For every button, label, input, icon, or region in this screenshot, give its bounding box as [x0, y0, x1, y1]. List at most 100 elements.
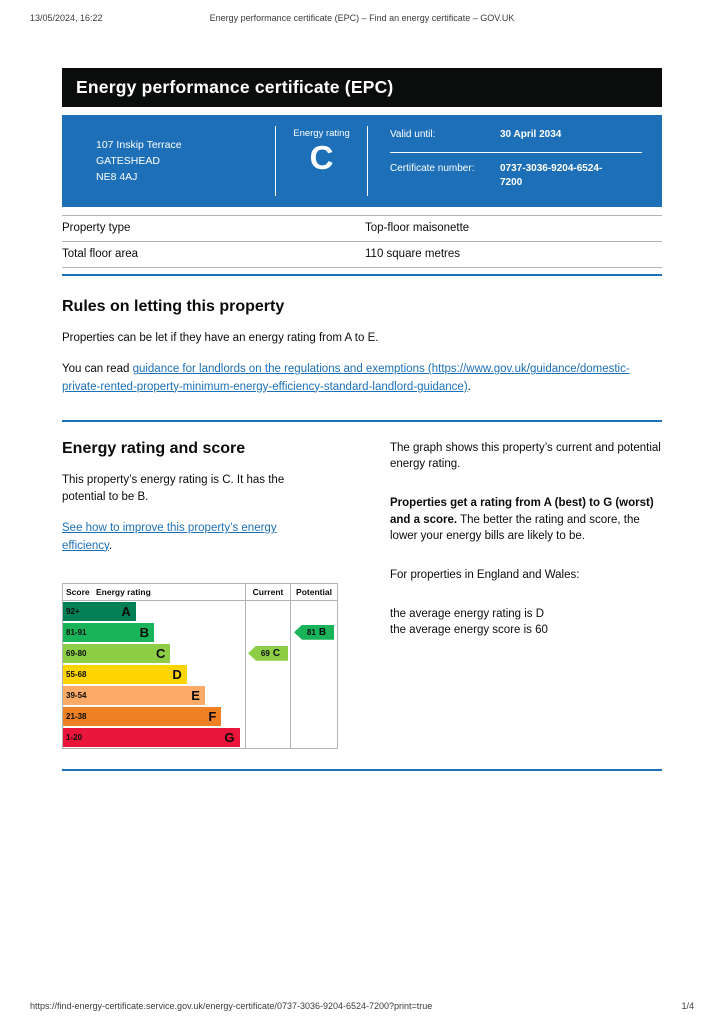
chart-potential-header: Potential	[290, 583, 337, 600]
epc-band-letter: E	[191, 687, 200, 703]
epc-band-row-C: 69-80 C 69 C	[63, 642, 337, 664]
certificate-number-value: 0737-3036-9204-6524-7200	[500, 162, 603, 189]
floor-area-label: Total floor area	[62, 248, 139, 260]
epc-band-letter: B	[139, 624, 149, 640]
epc-marker-cell	[290, 663, 337, 685]
epc-band-letter: D	[172, 666, 182, 682]
average-values: the average energy rating is D the avera…	[390, 606, 662, 639]
page-title-banner: Energy performance certificate (EPC)	[62, 68, 662, 107]
epc-band-D: 55-68 D	[63, 664, 187, 684]
section-divider	[62, 768, 662, 771]
epc-band-score: 21-38	[66, 711, 87, 721]
epc-band-score: 55-68	[66, 669, 87, 679]
browser-print-header: 13/05/2024, 16:22 Energy performance cer…	[0, 13, 724, 23]
epc-band-score: 69-80	[66, 648, 87, 658]
epc-marker-cell: 69 C	[245, 642, 290, 664]
energy-rating-letter: C	[309, 139, 334, 176]
epc-band-score: 39-54	[66, 690, 87, 700]
chart-header-row: Score Energy rating Current Potential	[63, 583, 337, 601]
epc-marker-cell: 81 B	[290, 621, 337, 643]
rating-scale-text: Properties get a rating from A (best) to…	[390, 495, 662, 545]
chart-body: 92+ A 81-91 B 81 B 69-80 C 69 C 55-68 D 39-54 E 21-38 F…	[63, 600, 337, 748]
chart-left-header: Score Energy rating	[63, 584, 245, 600]
epc-band-cell: 55-68 D	[63, 664, 245, 685]
improve-suffix: .	[108, 539, 113, 552]
epc-marker-cell	[290, 642, 337, 664]
letting-rules-section: Rules on letting this property Propertie…	[62, 298, 662, 396]
average-score-text: the average energy score is 60	[390, 624, 548, 637]
page-title: Energy performance certificate (EPC)	[76, 77, 394, 97]
letting-rules-text: Properties can be let if they have an en…	[62, 332, 379, 344]
guidance-suffix: .	[467, 380, 471, 393]
improve-paragraph: See how to improve this property’s energ…	[62, 520, 327, 555]
print-url: https://find-energy-certificate.service.…	[30, 1001, 433, 1011]
landlord-guidance-link[interactable]: guidance for landlords on the regulation…	[62, 363, 630, 393]
address-line-3: NE8 4AJ	[96, 171, 138, 184]
rating-intro-text: This property’s energy rating is C. It h…	[62, 473, 285, 503]
epc-band-A: 92+ A	[63, 601, 136, 621]
epc-marker-cell	[245, 621, 290, 643]
section-divider	[62, 274, 662, 276]
epc-marker-cell	[290, 600, 337, 622]
epc-marker-score: 69	[260, 648, 270, 658]
epc-band-letter: F	[208, 708, 217, 724]
energy-rating-chart: Score Energy rating Current Potential 92…	[62, 582, 338, 749]
epc-band-B: 81-91 B	[63, 622, 154, 642]
floor-area-value: 110 square metres	[365, 248, 461, 260]
property-type-value: Top-floor maisonette	[365, 222, 470, 234]
epc-band-cell: 1-20 G	[63, 727, 245, 748]
epc-band-row-A: 92+ A	[63, 600, 337, 622]
improve-efficiency-link[interactable]: See how to improve this property’s energ…	[62, 522, 277, 552]
guidance-paragraph: You can read guidance for landlords on t…	[62, 361, 662, 396]
epc-marker-cell	[290, 726, 337, 748]
rating-explanation: The graph shows this property’s current …	[390, 440, 662, 749]
certificate-number-row: Certificate number: 0737-3036-9204-6524-…	[390, 162, 642, 191]
guidance-prefix: You can read	[62, 363, 133, 376]
epc-marker-cell	[245, 705, 290, 727]
certificate-number-label: Certificate number:	[390, 162, 475, 174]
browser-print-footer: https://find-energy-certificate.service.…	[30, 1001, 694, 1011]
epc-band-row-B: 81-91 B 81 B	[63, 621, 337, 643]
epc-current-marker: 69 C	[248, 645, 288, 661]
epc-band-letter: A	[121, 603, 131, 619]
energy-rating-section: Energy rating and score This property’s …	[62, 440, 662, 749]
section-divider	[62, 419, 662, 422]
epc-marker-score: 81	[306, 627, 316, 637]
certificate-content: Energy performance certificate (EPC) 107…	[62, 68, 662, 771]
rating-left-column: Energy rating and score This property’s …	[62, 440, 390, 749]
average-intro-text: For properties in England and Wales:	[390, 569, 580, 582]
property-address: 107 Inskip Terrace GATESHEAD NE8 4AJ	[62, 115, 275, 207]
epc-band-F: 21-38 F	[63, 706, 222, 726]
epc-potential-marker: 81 B	[294, 624, 334, 640]
epc-band-cell: 69-80 C	[63, 643, 245, 664]
epc-band-letter: C	[155, 645, 166, 661]
epc-marker-cell	[245, 684, 290, 706]
property-details-table: Property type Top-floor maisonette Total…	[62, 215, 662, 268]
address-line-2: GATESHEAD	[96, 154, 160, 167]
epc-band-row-F: 21-38 F	[63, 705, 337, 727]
chart-rating-header: Energy rating	[96, 586, 151, 597]
letting-rules-heading: Rules on letting this property	[62, 298, 285, 315]
certificate-summary-box: 107 Inskip Terrace GATESHEAD NE8 4AJ Ene…	[62, 115, 662, 207]
table-row-property-type: Property type Top-floor maisonette	[62, 215, 662, 241]
epc-band-score: 81-91	[66, 627, 87, 637]
print-page-indicator: 1/4	[681, 1001, 694, 1011]
epc-band-row-D: 55-68 D	[63, 663, 337, 685]
valid-until-label: Valid until:	[390, 129, 436, 140]
certificate-details: Valid until: 30 April 2034 Certificate n…	[368, 115, 662, 207]
graph-explain-text: The graph shows this property’s current …	[390, 441, 661, 471]
energy-rating-heading: Energy rating and score	[62, 439, 246, 457]
rating-scale-bold: Properties get a rating from A (best) to…	[390, 497, 654, 526]
property-type-label: Property type	[62, 222, 131, 234]
chart-score-header: Score	[66, 586, 90, 597]
energy-rating-label: Energy rating	[293, 128, 350, 139]
epc-marker-cell	[290, 705, 337, 727]
epc-band-score: 92+	[66, 606, 80, 616]
energy-rating-summary: Energy rating C	[275, 126, 368, 196]
average-rating-text: the average energy rating is D	[390, 607, 545, 620]
epc-band-cell: 39-54 E	[63, 685, 245, 706]
epc-marker-letter: C	[272, 647, 281, 659]
print-datetime: 13/05/2024, 16:22	[30, 13, 103, 23]
epc-band-cell: 21-38 F	[63, 706, 245, 727]
epc-marker-cell	[245, 726, 290, 748]
